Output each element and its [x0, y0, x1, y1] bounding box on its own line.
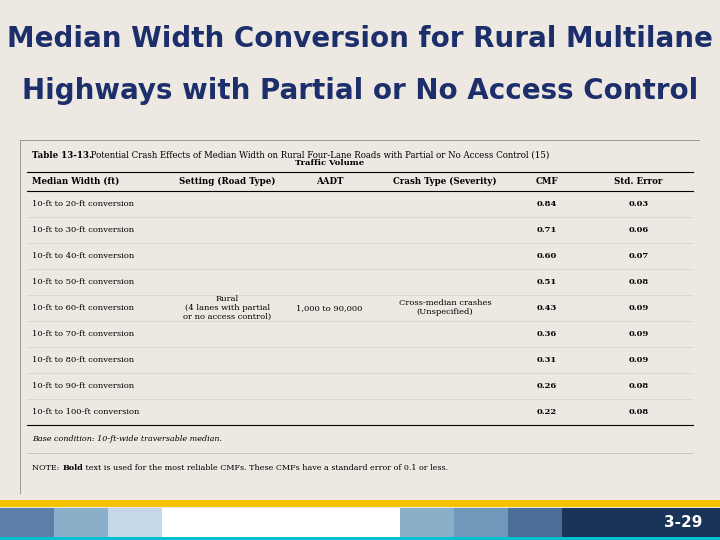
- Text: 10-ft to 30-ft conversion: 10-ft to 30-ft conversion: [32, 226, 135, 234]
- Text: Setting (Road Type): Setting (Road Type): [179, 177, 276, 186]
- Bar: [400, 508, 454, 537]
- Bar: [0, 500, 720, 507]
- Bar: [0, 508, 54, 537]
- Text: 10-ft to 90-ft conversion: 10-ft to 90-ft conversion: [32, 382, 135, 390]
- Bar: [108, 508, 162, 537]
- Text: Base condition: 10-ft-wide traversable median.: Base condition: 10-ft-wide traversable m…: [32, 435, 222, 443]
- Text: 0.09: 0.09: [629, 356, 649, 364]
- Text: 10-ft to 80-ft conversion: 10-ft to 80-ft conversion: [32, 356, 135, 364]
- Text: 0.06: 0.06: [629, 226, 649, 234]
- Text: 0.31: 0.31: [537, 356, 557, 364]
- Text: Crash Type (Severity): Crash Type (Severity): [393, 177, 497, 186]
- Text: 0.08: 0.08: [629, 278, 649, 286]
- Text: 0.08: 0.08: [629, 408, 649, 416]
- Text: Cross-median crashes
(Unspecified): Cross-median crashes (Unspecified): [399, 299, 491, 316]
- Text: 0.60: 0.60: [537, 252, 557, 260]
- Text: CMF: CMF: [536, 177, 558, 186]
- Text: Potential Crash Effects of Median Width on Rural Four-Lane Roads with Partial or: Potential Crash Effects of Median Width …: [88, 151, 549, 160]
- Bar: [562, 508, 720, 537]
- Text: Table 13-13.: Table 13-13.: [32, 151, 92, 160]
- Text: 0.09: 0.09: [629, 304, 649, 312]
- Text: 0.07: 0.07: [629, 252, 649, 260]
- Text: 0.08: 0.08: [629, 382, 649, 390]
- Text: 10-ft to 60-ft conversion: 10-ft to 60-ft conversion: [32, 304, 135, 312]
- Text: 0.03: 0.03: [629, 200, 649, 208]
- Text: 0.43: 0.43: [537, 304, 557, 312]
- Text: 0.22: 0.22: [537, 408, 557, 416]
- Text: 0.71: 0.71: [536, 226, 557, 234]
- Text: Std. Error: Std. Error: [614, 177, 663, 186]
- Text: 3-29: 3-29: [664, 516, 702, 530]
- Text: Median Width (ft): Median Width (ft): [32, 177, 120, 186]
- Bar: [454, 508, 508, 537]
- Bar: [0, 537, 720, 540]
- Text: 1,000 to 90,000: 1,000 to 90,000: [296, 304, 363, 312]
- Text: Highways with Partial or No Access Control: Highways with Partial or No Access Contr…: [22, 77, 698, 105]
- Text: 10-ft to 70-ft conversion: 10-ft to 70-ft conversion: [32, 330, 135, 338]
- Bar: [162, 508, 248, 537]
- Bar: [508, 508, 562, 537]
- Text: Rural
(4 lanes with partial
or no access control): Rural (4 lanes with partial or no access…: [184, 295, 271, 321]
- Text: 10-ft to 50-ft conversion: 10-ft to 50-ft conversion: [32, 278, 135, 286]
- Text: 0.51: 0.51: [537, 278, 557, 286]
- Text: 10-ft to 40-ft conversion: 10-ft to 40-ft conversion: [32, 252, 135, 260]
- Text: 0.84: 0.84: [536, 200, 557, 208]
- Text: Median Width Conversion for Rural Multilane: Median Width Conversion for Rural Multil…: [7, 25, 713, 53]
- Text: 0.26: 0.26: [537, 382, 557, 390]
- Text: 0.36: 0.36: [537, 330, 557, 338]
- Text: AADT: AADT: [315, 177, 343, 186]
- Text: text is used for the most reliable CMFs. These CMFs have a standard error of 0.1: text is used for the most reliable CMFs.…: [83, 463, 449, 471]
- Bar: [248, 508, 400, 537]
- Bar: [54, 508, 108, 537]
- Text: NOTE:: NOTE:: [32, 463, 63, 471]
- Text: Traffic Volume: Traffic Volume: [295, 159, 364, 167]
- Text: 0.09: 0.09: [629, 330, 649, 338]
- Text: 10-ft to 20-ft conversion: 10-ft to 20-ft conversion: [32, 200, 135, 208]
- Text: 10-ft to 100-ft conversion: 10-ft to 100-ft conversion: [32, 408, 140, 416]
- Text: Bold: Bold: [63, 463, 83, 471]
